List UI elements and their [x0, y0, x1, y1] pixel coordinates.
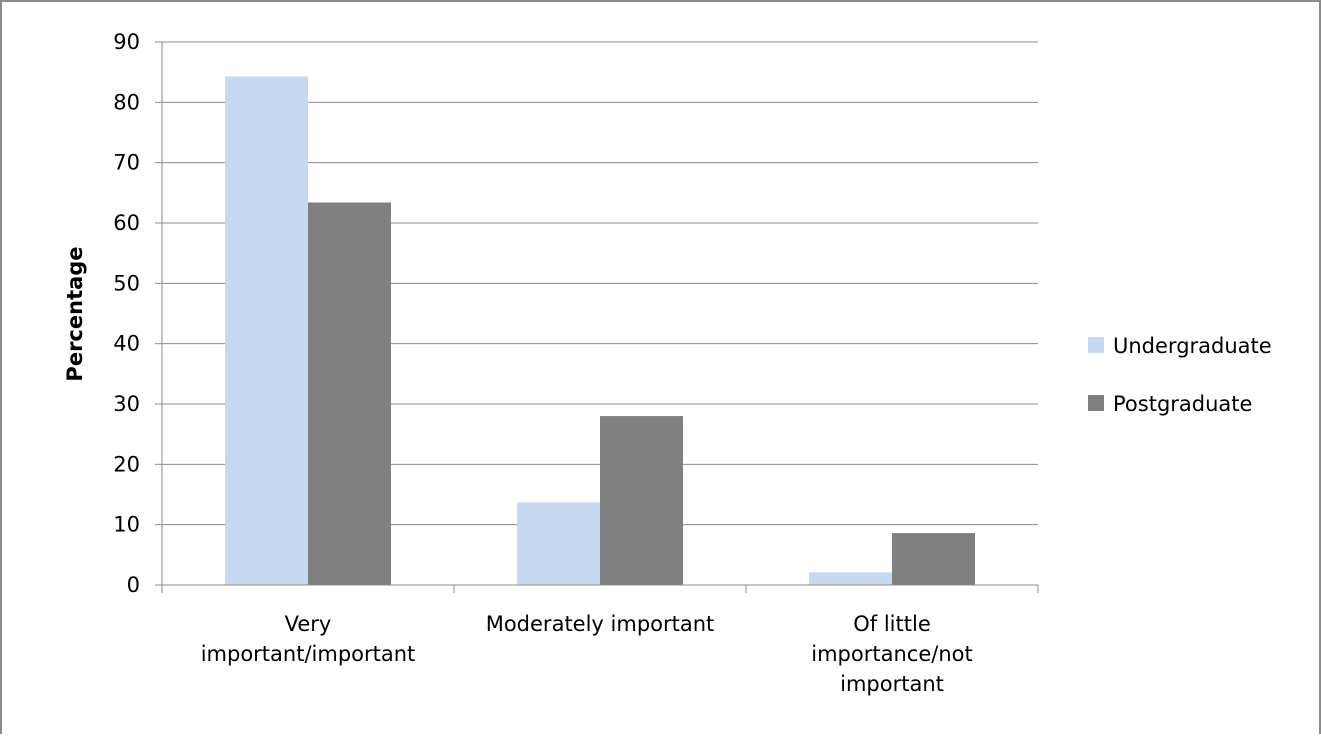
bars — [225, 76, 975, 585]
legend-label: Undergraduate — [1113, 334, 1272, 358]
y-tick-label: 70 — [113, 151, 140, 175]
x-tick-label-line: important — [840, 672, 944, 696]
y-tick-label: 90 — [113, 30, 140, 54]
x-tick-label: Of little importance/not important — [811, 612, 972, 696]
bar-postgraduate-3 — [892, 533, 975, 585]
legend-item-postgraduate: Postgraduate — [1088, 392, 1252, 416]
legend-item-undergraduate: Undergraduate — [1088, 334, 1272, 358]
x-tick-label-line: Moderately important — [486, 612, 715, 636]
x-tick-label-line: importance/not — [811, 642, 972, 666]
y-axis-label: Percentage — [63, 246, 87, 381]
x-tick-label-line: Very — [285, 612, 332, 636]
bar-undergraduate-2 — [517, 502, 600, 585]
y-tick-labels: 0 10 20 30 40 50 60 70 80 90 — [113, 30, 140, 597]
x-tick-labels: Very important/important Moderately import… — [201, 612, 973, 696]
legend-swatch — [1088, 395, 1104, 411]
x-tick-label-line: Of little — [853, 612, 931, 636]
legend: Undergraduate Postgraduate — [1088, 334, 1272, 416]
y-tick-label: 10 — [113, 513, 140, 537]
x-tick-label: Moderately important — [486, 612, 715, 636]
x-tick-label-line: important/important — [201, 642, 416, 666]
y-tick-label: 20 — [113, 452, 140, 476]
axes — [161, 42, 1039, 593]
bar-undergraduate-3 — [809, 572, 892, 585]
x-tick-label: Very important/important — [201, 612, 416, 666]
legend-swatch — [1088, 337, 1104, 353]
bar-undergraduate-1 — [225, 76, 308, 585]
legend-label: Postgraduate — [1113, 392, 1252, 416]
y-tick-label: 0 — [127, 573, 140, 597]
y-tick-label: 30 — [113, 392, 140, 416]
y-tick-label: 40 — [113, 332, 140, 356]
bar-postgraduate-1 — [308, 202, 391, 585]
y-tick-label: 50 — [113, 271, 140, 295]
bar-postgraduate-2 — [600, 416, 683, 585]
y-tick-label: 60 — [113, 211, 140, 235]
y-tick-label: 80 — [113, 90, 140, 114]
